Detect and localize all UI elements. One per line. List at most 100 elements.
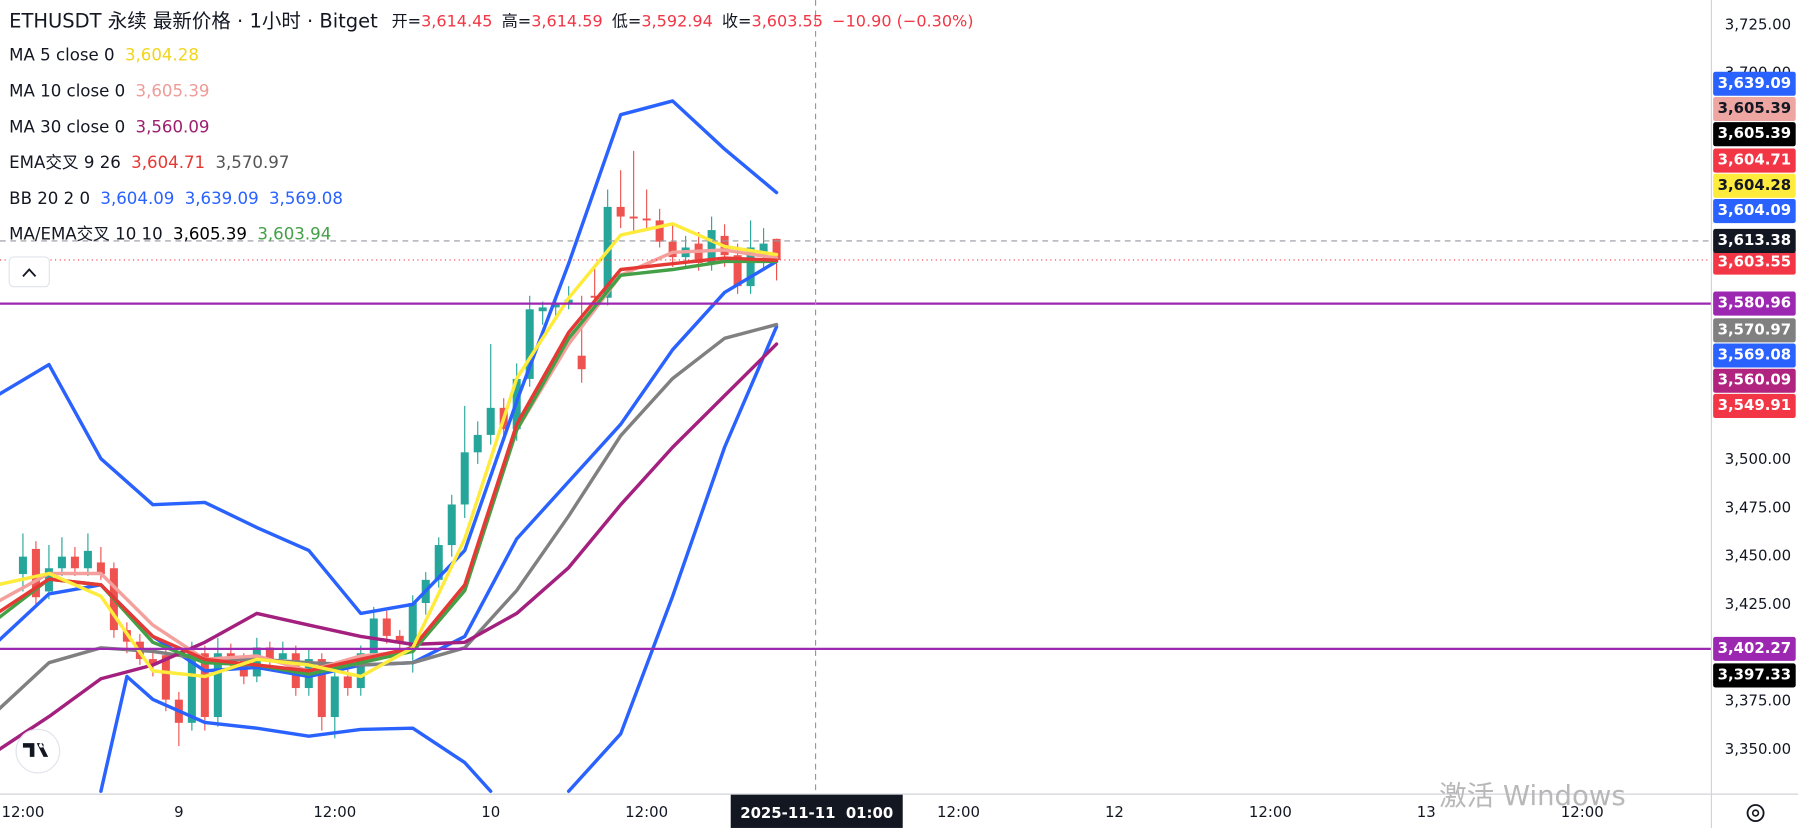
legend-name: EMA交叉 9 26 <box>9 153 121 172</box>
x-tick-label: 12:00 <box>313 803 356 821</box>
candle-body <box>772 238 781 260</box>
price-badge-bg <box>1713 71 1796 96</box>
price-badge-bg <box>1713 173 1796 198</box>
candle-body <box>57 556 66 569</box>
price-badge-bg <box>1713 343 1796 368</box>
legend-value: 3,639.09 <box>185 189 259 208</box>
legend-name: MA/EMA交叉 10 10 <box>9 225 163 244</box>
price-badge-bg <box>1713 663 1796 688</box>
plot-area <box>0 99 1711 793</box>
price-badge-bg <box>1713 250 1796 275</box>
legend-name: BB 20 2 0 <box>9 189 90 208</box>
candle-body <box>278 653 287 660</box>
candle-body <box>200 653 209 718</box>
ohlc-label: 开= <box>392 11 421 30</box>
y-tick-label: 3,450.00 <box>1725 547 1791 565</box>
price-badge: 3,397.33 <box>1718 665 1791 683</box>
crosshair-time-bg <box>730 794 903 828</box>
ohlc-value: 3,614.59 <box>531 11 602 30</box>
collapse-button[interactable] <box>8 256 50 288</box>
candle-body <box>187 653 196 723</box>
candle-body <box>356 653 365 689</box>
header-title: ETHUSDT 永续 最新价格 · 1小时 · Bitget <box>9 9 378 32</box>
legend-value: 3,560.09 <box>136 117 210 136</box>
candle-body <box>369 618 378 654</box>
price-line-badge-bg <box>1713 636 1796 661</box>
candle-body <box>343 676 352 689</box>
candle-body <box>161 655 170 700</box>
price-change: −10.90 (−0.30%) <box>832 11 973 30</box>
os-watermark: 激活 Windows <box>1439 780 1626 812</box>
price-badge: 3,560.09 <box>1718 371 1791 389</box>
price-badge-bg <box>1713 122 1796 147</box>
crosshair-price-badge: 3,613.38 <box>1718 231 1791 249</box>
candle-body <box>434 545 443 580</box>
candle-body <box>213 653 222 718</box>
candle-body <box>83 550 92 569</box>
price-badge: 3,569.08 <box>1718 346 1791 364</box>
candle-body <box>733 255 742 287</box>
indicator-line <box>99 325 779 793</box>
price-badge-bg <box>1713 198 1796 224</box>
candle-body <box>655 220 664 242</box>
price-badge: 3,605.39 <box>1718 124 1791 142</box>
legend-value: 3,604.09 <box>100 189 174 208</box>
price-badge: 3,603.55 <box>1718 253 1791 271</box>
x-tick-label: 12:00 <box>937 803 980 821</box>
legend-value: 3,569.08 <box>269 189 343 208</box>
candle-body <box>551 303 560 308</box>
settings-icon[interactable] <box>1746 804 1765 822</box>
x-tick-label: 12:00 <box>1561 803 1604 821</box>
ohlc-label: 高= <box>502 11 532 30</box>
x-tick-label: 12 <box>1105 803 1124 821</box>
price-badge: 3,549.91 <box>1718 396 1791 414</box>
price-badge-bg <box>1713 368 1796 393</box>
indicator-line <box>0 259 779 677</box>
y-tick-label: 3,725.00 <box>1725 15 1791 33</box>
candle-body <box>590 295 599 298</box>
x-tick-label: 13 <box>1417 803 1436 821</box>
x-tick-label: 12:00 <box>1249 803 1292 821</box>
legend-value: 3,605.39 <box>136 82 210 101</box>
y-tick-label: 3,425.00 <box>1725 595 1791 613</box>
price-line-badge-bg <box>1713 291 1796 316</box>
price-badge-bg <box>1713 318 1796 343</box>
ohlc-value: 3,603.55 <box>752 11 823 30</box>
candle-body <box>395 635 404 642</box>
candle-body <box>252 647 261 677</box>
legend-value: 3,570.97 <box>215 153 289 172</box>
candle-body <box>746 247 755 287</box>
crosshair-time-label: 2025-11-11 01:00 <box>740 804 893 822</box>
y-tick-label: 3,375.00 <box>1725 692 1791 710</box>
candle-body <box>265 647 274 660</box>
candle-body <box>473 434 482 453</box>
candle-body <box>616 206 625 217</box>
ohlc-label: 低= <box>612 11 642 30</box>
candle-body <box>96 562 105 575</box>
price-badge: 3,639.09 <box>1718 74 1791 92</box>
price-badge: 3,604.71 <box>1718 151 1791 169</box>
x-tick-label: 12:00 <box>625 803 668 821</box>
legend-name: MA 5 close 0 <box>9 46 114 65</box>
y-tick-label: 3,500.00 <box>1725 450 1791 468</box>
legend-name: MA 30 close 0 <box>9 117 125 136</box>
ohlc-value: 3,614.45 <box>421 11 492 30</box>
price-badge-bg <box>1713 393 1796 419</box>
candle-body <box>486 407 495 435</box>
candle-body <box>408 603 417 648</box>
candle-body <box>70 556 79 569</box>
candle-body <box>148 659 157 665</box>
price-badge-bg <box>1713 96 1796 122</box>
price-badge: 3,604.28 <box>1718 176 1791 194</box>
candle-body <box>629 216 638 219</box>
x-tick-label: 12:00 <box>1 803 44 821</box>
candle-body <box>525 309 534 379</box>
x-tick-label: 10 <box>481 803 500 821</box>
candle-body <box>564 299 573 304</box>
candle-body <box>668 241 677 258</box>
candle-body <box>642 218 651 221</box>
candle-body <box>538 307 547 312</box>
price-badge-bg <box>1713 148 1796 173</box>
legend-name: MA 10 close 0 <box>9 82 125 101</box>
